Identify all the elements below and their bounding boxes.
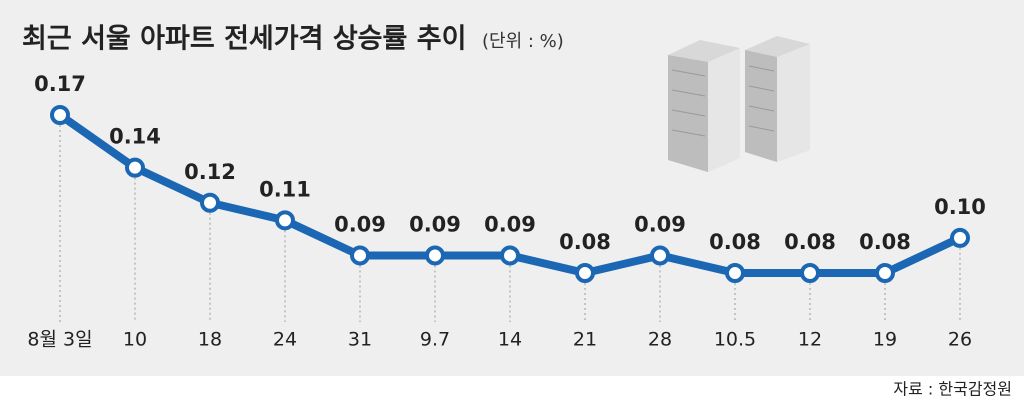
point (200, 192, 220, 213)
value-label: 0.08 (709, 230, 761, 254)
point (500, 245, 520, 266)
background (0, 0, 1024, 376)
point (425, 245, 445, 266)
point (950, 227, 970, 248)
value-label: 0.08 (784, 230, 836, 254)
value-label: 0.09 (484, 212, 536, 236)
x-tick-label: 21 (573, 329, 597, 351)
building-icon (668, 36, 810, 172)
x-tick-label: 18 (198, 329, 222, 351)
point (350, 245, 370, 266)
value-label: 0.10 (934, 195, 986, 219)
source: 자료 : 한국감정원 (893, 380, 1012, 399)
x-tick-label: 10.5 (714, 329, 756, 351)
point (575, 263, 595, 283)
value-label: 0.09 (409, 212, 461, 236)
point (725, 263, 745, 283)
point (800, 263, 820, 283)
x-tick-label: 26 (948, 329, 972, 351)
x-tick-label: 19 (873, 329, 897, 351)
value-label: 0.12 (184, 160, 236, 184)
value-label: 0.09 (634, 212, 686, 236)
x-tick-label: 28 (648, 329, 672, 351)
x-tick-label: 9.7 (420, 329, 450, 351)
point (275, 210, 295, 231)
x-tick-label: 14 (498, 329, 522, 351)
footer-background (0, 376, 1024, 401)
value-label: 0.11 (259, 177, 311, 201)
point (50, 105, 70, 125)
value-label: 0.08 (859, 230, 911, 254)
x-tick-label: 10 (123, 329, 147, 351)
x-tick-label: 24 (273, 329, 297, 351)
point (650, 245, 670, 266)
value-label: 0.17 (34, 72, 86, 96)
x-tick-label: 8월 3일 (27, 329, 92, 351)
value-label: 0.08 (559, 230, 611, 254)
point (125, 157, 145, 178)
chart-title: 최근 서울 아파트 전세가격 상승률 추이 (22, 24, 466, 55)
chart-subtitle: (단위 : %) (482, 31, 564, 52)
x-tick-label: 31 (348, 329, 372, 351)
point (875, 263, 895, 283)
value-label: 0.14 (109, 125, 161, 149)
x-tick-label: 12 (798, 329, 822, 351)
value-label: 0.09 (334, 212, 386, 236)
